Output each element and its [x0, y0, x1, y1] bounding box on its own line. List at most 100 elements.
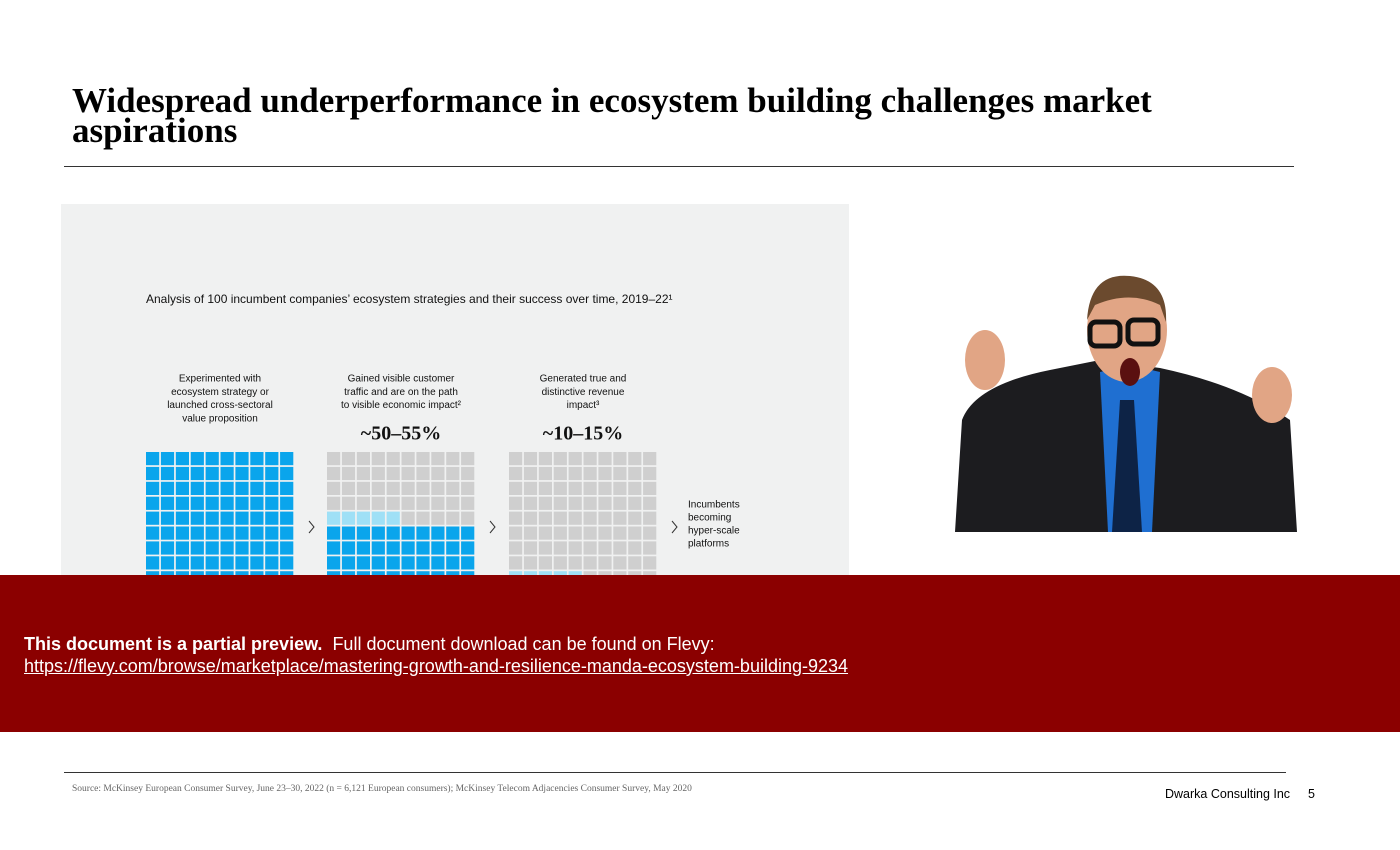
waffle-cell	[371, 496, 385, 510]
flow-arrow	[671, 520, 678, 534]
waffle-cell	[341, 466, 356, 481]
waffle-cell	[146, 511, 160, 525]
waffle-cell	[613, 541, 627, 555]
waffle-cell	[446, 466, 460, 481]
waffle-cell	[568, 481, 582, 495]
waffle-cell	[146, 452, 160, 466]
waffle-cell	[250, 511, 264, 525]
waffle-cell	[613, 466, 627, 481]
waffle-cell	[583, 481, 597, 495]
waffle-cell	[628, 496, 642, 510]
stage-label: Generated true and	[540, 374, 627, 385]
waffle-cell	[431, 541, 445, 555]
waffle-cell	[509, 511, 523, 525]
waffle-cell	[327, 556, 341, 570]
waffle-cell	[327, 452, 341, 466]
waffle-cell	[583, 466, 597, 481]
waffle-cell	[401, 556, 415, 570]
waffle-cell	[205, 481, 219, 495]
waffle-cell	[280, 496, 294, 510]
waffle-cell	[371, 481, 385, 495]
waffle-cell	[446, 452, 460, 466]
waffle-cell	[386, 526, 400, 540]
waffle-cell	[280, 526, 294, 540]
waffle-cell	[386, 481, 400, 495]
waffle-cell	[568, 526, 582, 540]
waffle-cell	[416, 526, 430, 540]
waffle-cell	[250, 466, 264, 481]
waffle-cell	[598, 466, 612, 481]
waffle-cell	[205, 452, 219, 466]
waffle-cell	[235, 511, 249, 525]
waffle-cell	[205, 556, 219, 570]
waffle-cell	[341, 496, 356, 510]
waffle-cell	[416, 556, 430, 570]
waffle-cell	[583, 541, 597, 555]
waffle-cell	[598, 541, 612, 555]
waffle-cell	[220, 496, 234, 510]
waffle-cell	[568, 541, 582, 555]
waffle-cell	[523, 496, 538, 510]
waffle-cell	[613, 556, 627, 570]
waffle-cell	[416, 511, 430, 525]
waffle-cell	[553, 481, 567, 495]
waffle-cell	[371, 452, 385, 466]
waffle-cell	[431, 481, 445, 495]
waffle-cell	[205, 466, 219, 481]
waffle-cell	[538, 496, 552, 510]
waffle-cell	[509, 452, 523, 466]
waffle-cell	[568, 466, 582, 481]
banner-message: Full document download can be found on F…	[332, 634, 715, 654]
waffle-cell	[205, 496, 219, 510]
waffle-cell	[553, 526, 567, 540]
waffle-cell	[356, 541, 370, 555]
waffle-cell	[461, 481, 475, 495]
waffle-cell	[160, 511, 175, 525]
waffle-cell	[523, 556, 538, 570]
waffle-cell	[598, 511, 612, 525]
waffle-cell	[175, 466, 189, 481]
waffle-cell	[613, 452, 627, 466]
waffle-cell	[613, 526, 627, 540]
waffle-cell	[356, 466, 370, 481]
waffle-cell	[461, 496, 475, 510]
waffle-cell	[643, 526, 657, 540]
waffle-cell	[190, 496, 204, 510]
waffle-cell	[509, 496, 523, 510]
waffle-cell	[341, 481, 356, 495]
waffle-cell	[175, 556, 189, 570]
banner-link[interactable]: https://flevy.com/browse/marketplace/mas…	[24, 656, 849, 676]
waffle-cell	[568, 556, 582, 570]
waffle-cell	[401, 496, 415, 510]
waffle-cell	[628, 556, 642, 570]
waffle-cell	[265, 526, 279, 540]
waffle-cell	[205, 541, 219, 555]
waffle-cell	[431, 466, 445, 481]
waffle-cell	[250, 452, 264, 466]
stage-label: distinctive revenue	[542, 387, 625, 398]
waffle-cell	[265, 452, 279, 466]
waffle-cell	[175, 452, 189, 466]
waffle-cell	[371, 511, 385, 525]
waffle-cell	[280, 556, 294, 570]
waffle-cell	[401, 452, 415, 466]
waffle-cell	[175, 511, 189, 525]
waffle-cell	[205, 526, 219, 540]
waffle-cell	[416, 466, 430, 481]
waffle-cell	[401, 541, 415, 555]
waffle-cell	[327, 496, 341, 510]
waffle-cell	[431, 452, 445, 466]
waffle-cell	[416, 481, 430, 495]
waffle-cell	[220, 481, 234, 495]
waffle-cell	[175, 526, 189, 540]
waffle-cell	[628, 526, 642, 540]
waffle-cell	[538, 526, 552, 540]
waffle-cell	[327, 526, 341, 540]
waffle-cell	[146, 526, 160, 540]
waffle-cell	[160, 526, 175, 540]
waffle-cell	[643, 496, 657, 510]
stage-label: Experimented with	[179, 374, 261, 385]
waffle-cell	[265, 481, 279, 495]
end-label: platforms	[688, 539, 729, 550]
